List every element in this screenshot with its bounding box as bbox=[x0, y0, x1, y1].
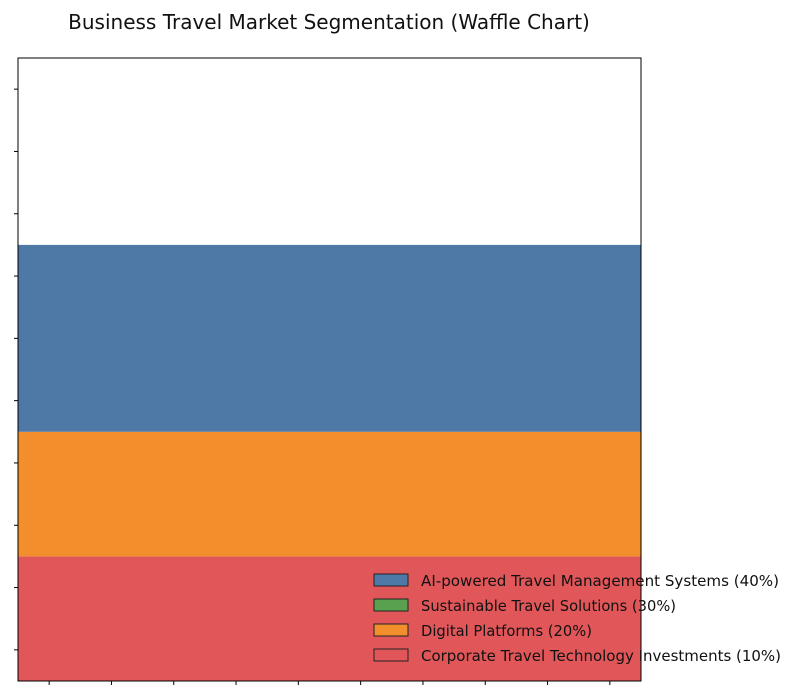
legend-swatch-3 bbox=[373, 648, 409, 662]
waffle-block-0 bbox=[18, 244, 641, 432]
chart-title: Business Travel Market Segmentation (Waf… bbox=[68, 10, 590, 34]
plot-frame bbox=[17, 57, 642, 682]
legend-label-0: AI-powered Travel Management Systems (40… bbox=[421, 572, 779, 590]
legend: AI-powered Travel Management Systems (40… bbox=[373, 572, 781, 665]
waffle-block-2 bbox=[18, 431, 641, 557]
legend-label-3: Corporate Travel Technology Investments … bbox=[421, 647, 781, 665]
legend-swatch-0 bbox=[373, 573, 409, 587]
waffle-block-3 bbox=[18, 556, 641, 681]
legend-swatch-1 bbox=[373, 598, 409, 612]
waffle-cells bbox=[18, 244, 641, 681]
legend-label-2: Digital Platforms (20%) bbox=[421, 622, 592, 640]
legend-swatch-2 bbox=[373, 623, 409, 637]
legend-label-1: Sustainable Travel Solutions (30%) bbox=[421, 597, 676, 615]
axis-ticks bbox=[14, 88, 611, 685]
